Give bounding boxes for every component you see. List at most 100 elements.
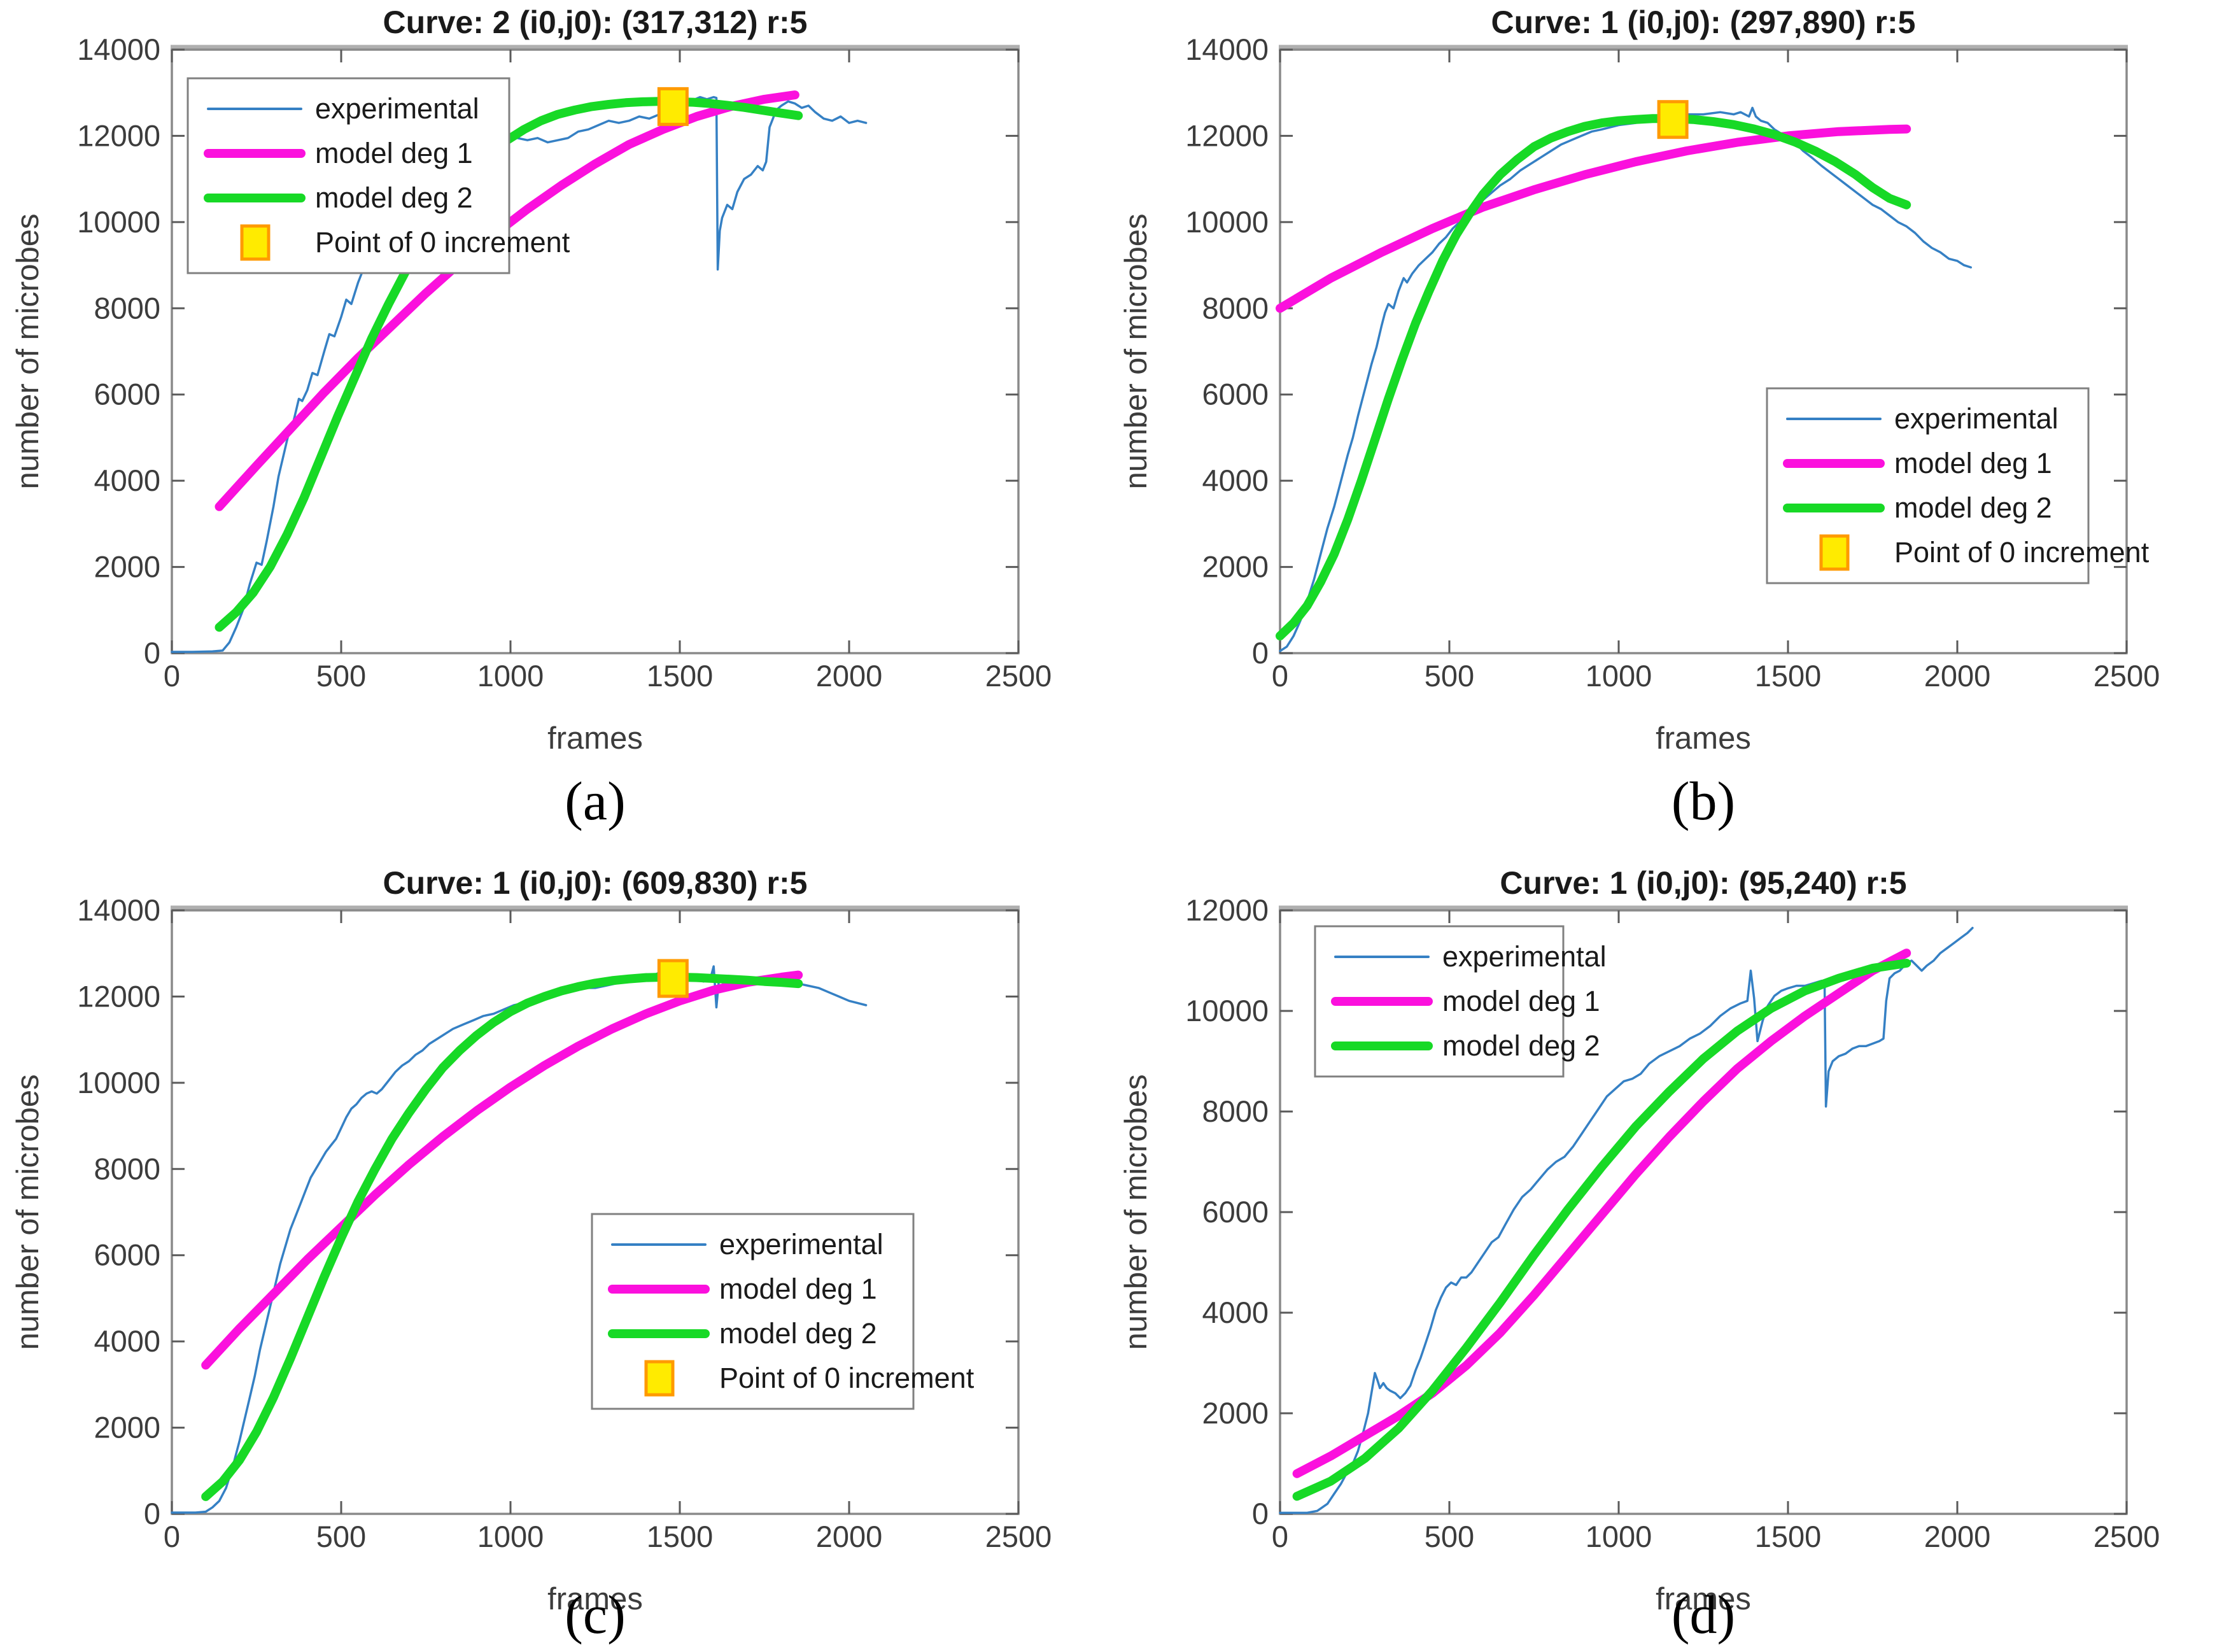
legend-label: model deg 1	[719, 1273, 877, 1305]
series-model-deg-2	[201, 973, 803, 1501]
legend-label: Point of 0 increment	[315, 226, 570, 258]
legend-label: model deg 2	[719, 1317, 877, 1350]
legend-sample-marker	[1819, 534, 1850, 571]
x-tick-label: 0	[1272, 659, 1288, 693]
y-tick-label: 12000	[77, 118, 160, 152]
plot-border	[1279, 48, 2128, 654]
legend-label: experimental	[719, 1228, 883, 1260]
chart-title: Curve: 1 (i0,j0): (297,890) r:5	[1491, 4, 1916, 40]
y-tick-label: 8000	[94, 1152, 160, 1185]
x-tick-label: 500	[316, 659, 366, 693]
y-tick-label: 8000	[1202, 1094, 1269, 1128]
legend-label: experimental	[1442, 940, 1607, 973]
zero-increment-marker	[1657, 100, 1689, 139]
plot-border	[171, 48, 1020, 654]
y-tick-label: 6000	[1202, 1195, 1269, 1229]
y-tick-label: 14000	[77, 893, 160, 927]
x-tick-label: 2000	[1924, 659, 1991, 693]
chart-a: Curve: 2 (i0,j0): (317,312) r:5 0 500 1000 1…	[11, 4, 1052, 756]
legend: experimental model deg 1 model deg 2 Point …	[591, 1213, 975, 1410]
y-tick-label: 10000	[1185, 205, 1269, 239]
legend-label: model deg 1	[1442, 985, 1600, 1017]
legend: experimental model deg 1 model deg 2 Point …	[187, 77, 570, 274]
y-tick-label: 10000	[1185, 994, 1269, 1027]
x-tick-label: 500	[1425, 1520, 1474, 1553]
x-tick-label: 2000	[816, 1520, 883, 1553]
legend-sample-marker	[240, 224, 271, 261]
x-axis-label: frames	[547, 721, 643, 756]
y-tick-label: 12000	[1185, 893, 1269, 927]
x-tick-label: 500	[316, 1520, 366, 1553]
series-model-deg-2	[1292, 959, 1911, 1501]
y-tick-label: 4000	[1202, 1295, 1269, 1329]
panel-a: Curve: 2 (i0,j0): (317,312) r:5 0 500 1000 1…	[0, 0, 1108, 789]
legend-label: Point of 0 increment	[719, 1362, 975, 1394]
chart-b: Curve: 1 (i0,j0): (297,890) r:5 0 500 1000 1…	[1119, 4, 2160, 756]
y-tick-label: 6000	[94, 378, 160, 411]
legend: experimental model deg 1 model deg 2 Point …	[1766, 387, 2150, 584]
series-experimental	[1279, 106, 1973, 653]
y-tick-label: 4000	[94, 1324, 160, 1358]
x-axis-label: frames	[1656, 1582, 1751, 1616]
y-tick-label: 8000	[1202, 291, 1269, 325]
x-tick-label: 0	[1272, 1520, 1288, 1553]
x-tick-label: 1000	[1586, 659, 1652, 693]
legend-label: experimental	[1894, 402, 2059, 435]
chart-d: Curve: 1 (i0,j0): (95,240) r:5 0 500 1000 15…	[1119, 865, 2160, 1616]
y-tick-label: 10000	[77, 205, 160, 239]
y-tick-label: 0	[1252, 636, 1269, 670]
y-axis-label: number of microbes	[1119, 1074, 1153, 1350]
y-axis-label: number of microbes	[1119, 213, 1153, 489]
panel-c: Curve: 1 (i0,j0): (609,830) r:5 0 500 1000 1…	[0, 861, 1108, 1650]
x-tick-label: 500	[1425, 659, 1474, 693]
x-tick-label: 1500	[1755, 1520, 1822, 1553]
y-tick-label: 6000	[94, 1238, 160, 1272]
chart-title: Curve: 2 (i0,j0): (317,312) r:5	[383, 4, 808, 40]
y-tick-label: 14000	[77, 32, 160, 66]
x-axis-label: frames	[1656, 721, 1751, 756]
zero-increment-marker	[657, 959, 689, 998]
legend-label: model deg 2	[315, 181, 473, 214]
plot-border	[171, 909, 1020, 1515]
y-axis-label: number of microbes	[11, 1074, 45, 1350]
caption-b: (b)	[1671, 770, 1736, 831]
y-tick-label: 2000	[1202, 550, 1269, 584]
x-tick-label: 2500	[985, 659, 1052, 693]
zero-increment-marker	[657, 87, 689, 126]
x-tick-label: 1500	[647, 1520, 714, 1553]
series-experimental	[171, 95, 868, 653]
y-tick-label: 8000	[94, 291, 160, 325]
y-tick-label: 0	[144, 636, 160, 670]
chart-title: Curve: 1 (i0,j0): (95,240) r:5	[1500, 865, 1906, 901]
legend-label: model deg 1	[1894, 447, 2052, 479]
y-tick-label: 4000	[94, 463, 160, 497]
legend-label: model deg 1	[315, 137, 473, 169]
y-tick-label: 14000	[1185, 32, 1269, 66]
series-model-deg-1	[1276, 124, 1911, 313]
chart-c: Curve: 1 (i0,j0): (609,830) r:5 0 500 1000 1…	[11, 865, 1052, 1616]
y-tick-label: 0	[144, 1497, 160, 1530]
x-tick-label: 1000	[477, 659, 544, 693]
x-tick-label: 0	[164, 659, 180, 693]
legend-label: model deg 2	[1894, 491, 2052, 524]
x-tick-label: 2500	[2094, 1520, 2160, 1553]
legend-sample-marker	[644, 1360, 675, 1397]
series-model-deg-1	[215, 90, 799, 511]
y-tick-label: 6000	[1202, 378, 1269, 411]
x-tick-label: 1500	[647, 659, 714, 693]
caption-d: (d)	[1671, 1584, 1736, 1645]
y-tick-label: 2000	[1202, 1396, 1269, 1430]
x-tick-label: 1000	[477, 1520, 544, 1553]
chart-title: Curve: 1 (i0,j0): (609,830) r:5	[383, 865, 808, 901]
x-axis-label: frames	[547, 1582, 643, 1616]
legend-label: experimental	[315, 92, 479, 125]
x-tick-label: 2500	[2094, 659, 2160, 693]
series-experimental	[1279, 926, 1974, 1514]
panel-b: Curve: 1 (i0,j0): (297,890) r:5 0 500 1000 1…	[1108, 0, 2216, 789]
legend: experimental model deg 1 model deg 2	[1314, 925, 1607, 1078]
caption-a: (a)	[565, 770, 626, 831]
y-tick-label: 12000	[1185, 118, 1269, 152]
x-tick-label: 1500	[1755, 659, 1822, 693]
x-tick-label: 2000	[1924, 1520, 1991, 1553]
y-axis-label: number of microbes	[11, 213, 45, 489]
